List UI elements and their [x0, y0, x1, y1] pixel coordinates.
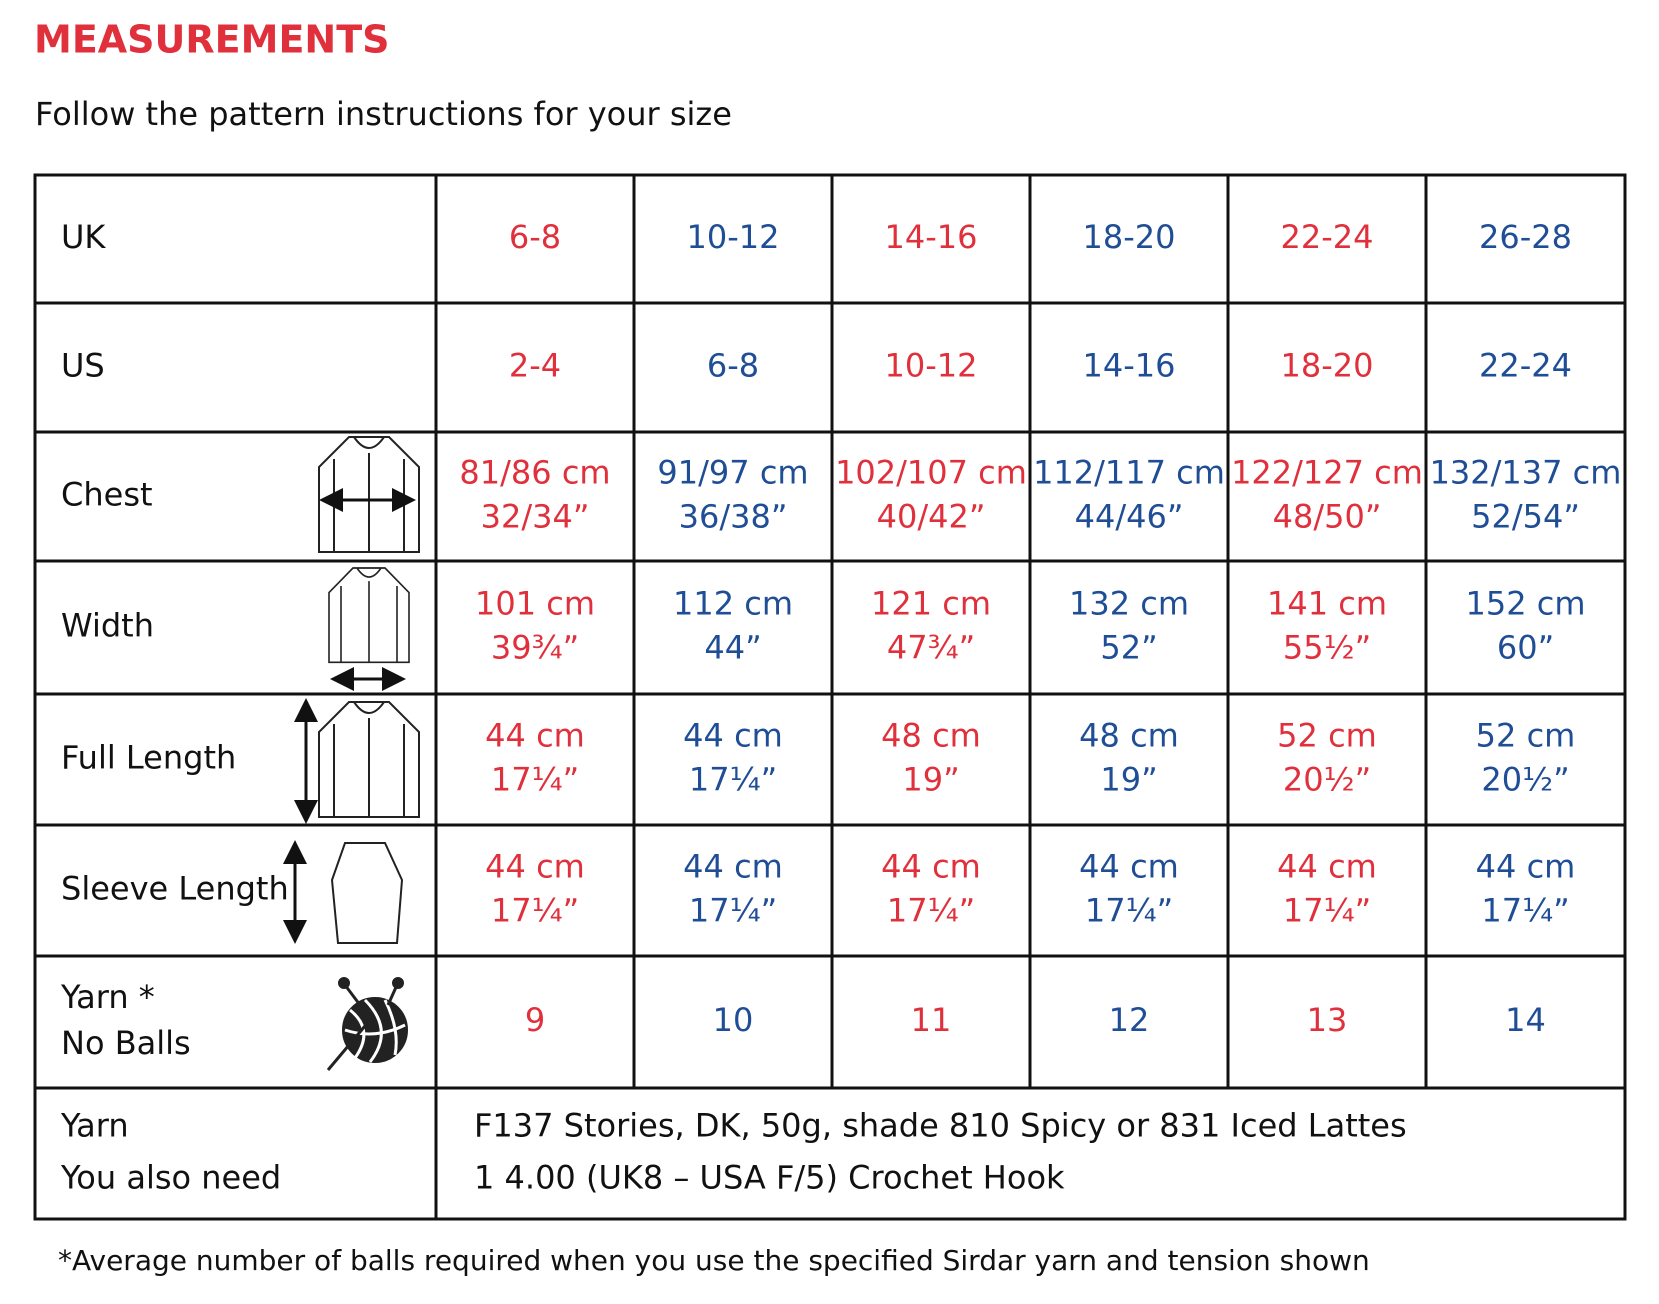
cell-text: 17¼”	[491, 761, 579, 799]
cell-text: 112 cm	[673, 585, 793, 623]
cell-text: 152 cm	[1465, 585, 1585, 623]
cell-text: Yarn	[60, 1107, 129, 1145]
chest-icon	[318, 436, 420, 553]
cell-text: 40/42”	[877, 498, 986, 536]
cell-text: 14	[1505, 1001, 1546, 1039]
cell-text: F137 Stories, DK, 50g, shade 810 Spicy o…	[474, 1107, 1407, 1145]
cell-text: 44/46”	[1075, 498, 1184, 536]
cell-text: 48 cm	[1079, 717, 1179, 755]
cell-text: 44 cm	[1476, 848, 1576, 886]
cell-text: 17¼”	[689, 761, 777, 799]
cell-text: 6-8	[707, 347, 759, 385]
footnote: *Average number of balls required when y…	[58, 1244, 1370, 1277]
cell-text: 9	[525, 1001, 545, 1039]
cell-text: 10	[713, 1001, 754, 1039]
cell-text: 11	[911, 1001, 952, 1039]
length-icon	[318, 701, 420, 818]
cell-text: 91/97 cm	[657, 454, 808, 492]
cell-text: 22-24	[1479, 347, 1572, 385]
cell-text: 17¼”	[1085, 892, 1173, 930]
cell-text: You also need	[60, 1159, 281, 1197]
cell-text: Sleeve Length	[61, 870, 289, 908]
cell-text: Chest	[61, 476, 153, 514]
cell-text: 22-24	[1281, 218, 1374, 256]
cell-text: US	[61, 347, 105, 385]
cell-text: 52/54”	[1471, 498, 1580, 536]
cell-text: 13	[1307, 1001, 1348, 1039]
cell-text: 32/34”	[481, 498, 590, 536]
cell-text: 1 4.00 (UK8 – USA F/5) Crochet Hook	[474, 1159, 1065, 1197]
cell-text: UK	[61, 218, 106, 256]
cell-text: 44 cm	[485, 717, 585, 755]
cell-text: 52”	[1100, 629, 1157, 667]
cell-text: 44 cm	[485, 848, 585, 886]
cell-text: 20½”	[1283, 761, 1371, 799]
cell-text: 44 cm	[683, 717, 783, 755]
cell-text: 44”	[704, 629, 761, 667]
cell-text: 18-20	[1281, 347, 1374, 385]
yarn-icon	[326, 977, 408, 1071]
cell-text: 48/50”	[1273, 498, 1382, 536]
cell-text: 20½”	[1481, 761, 1569, 799]
cell-text: Yarn *	[60, 978, 155, 1016]
cell-text: 52 cm	[1277, 717, 1377, 755]
cell-text: 17¼”	[887, 892, 975, 930]
cell-text: 10-12	[687, 218, 780, 256]
cell-text: 132 cm	[1069, 585, 1189, 623]
cell-text: 39¾”	[491, 629, 579, 667]
cell-text: 19”	[902, 761, 959, 799]
cell-text: 44 cm	[1277, 848, 1377, 886]
cell-text: Width	[61, 607, 154, 645]
cell-text: 17¼”	[491, 892, 579, 930]
subtitle: Follow the pattern instructions for your…	[35, 95, 732, 133]
cell-text: 132/137 cm	[1430, 454, 1622, 492]
cell-text: 44 cm	[1079, 848, 1179, 886]
cell-text: 19”	[1100, 761, 1157, 799]
cell-text: 55½”	[1283, 629, 1371, 667]
width-icon	[328, 567, 410, 664]
cell-text: 14-16	[1083, 347, 1176, 385]
cell-text: 60”	[1497, 629, 1554, 667]
sleeve-icon	[330, 842, 404, 944]
cell-text: 6-8	[509, 218, 561, 256]
cell-text: 26-28	[1479, 218, 1572, 256]
cell-text: 18-20	[1083, 218, 1176, 256]
cell-text: 44 cm	[881, 848, 981, 886]
cell-text: 101 cm	[475, 585, 595, 623]
icons	[283, 436, 420, 1071]
cell-text: 10-12	[885, 347, 978, 385]
title: MEASUREMENTS	[34, 18, 390, 62]
cell-text: 48 cm	[881, 717, 981, 755]
cell-text: 17¼”	[1283, 892, 1371, 930]
cell-text: 17¼”	[689, 892, 777, 930]
cell-text: 122/127 cm	[1231, 454, 1423, 492]
cell-text: 52 cm	[1476, 717, 1576, 755]
cell-text: 141 cm	[1267, 585, 1387, 623]
cell-text: 112/117 cm	[1033, 454, 1225, 492]
cell-text: No Balls	[61, 1024, 191, 1062]
cell-text: 121 cm	[871, 585, 991, 623]
cell-text: 2-4	[509, 347, 561, 385]
cell-text: 81/86 cm	[459, 454, 610, 492]
cell-text: 47¾”	[887, 629, 975, 667]
cell-text: 14-16	[885, 218, 978, 256]
cell-text: 12	[1109, 1001, 1150, 1039]
cell-text: 44 cm	[683, 848, 783, 886]
table-border	[33, 173, 1627, 1221]
cell-text: 102/107 cm	[835, 454, 1027, 492]
cell-text: Full Length	[61, 739, 236, 777]
cell-text: 17¼”	[1481, 892, 1569, 930]
cell-text: 36/38”	[679, 498, 788, 536]
